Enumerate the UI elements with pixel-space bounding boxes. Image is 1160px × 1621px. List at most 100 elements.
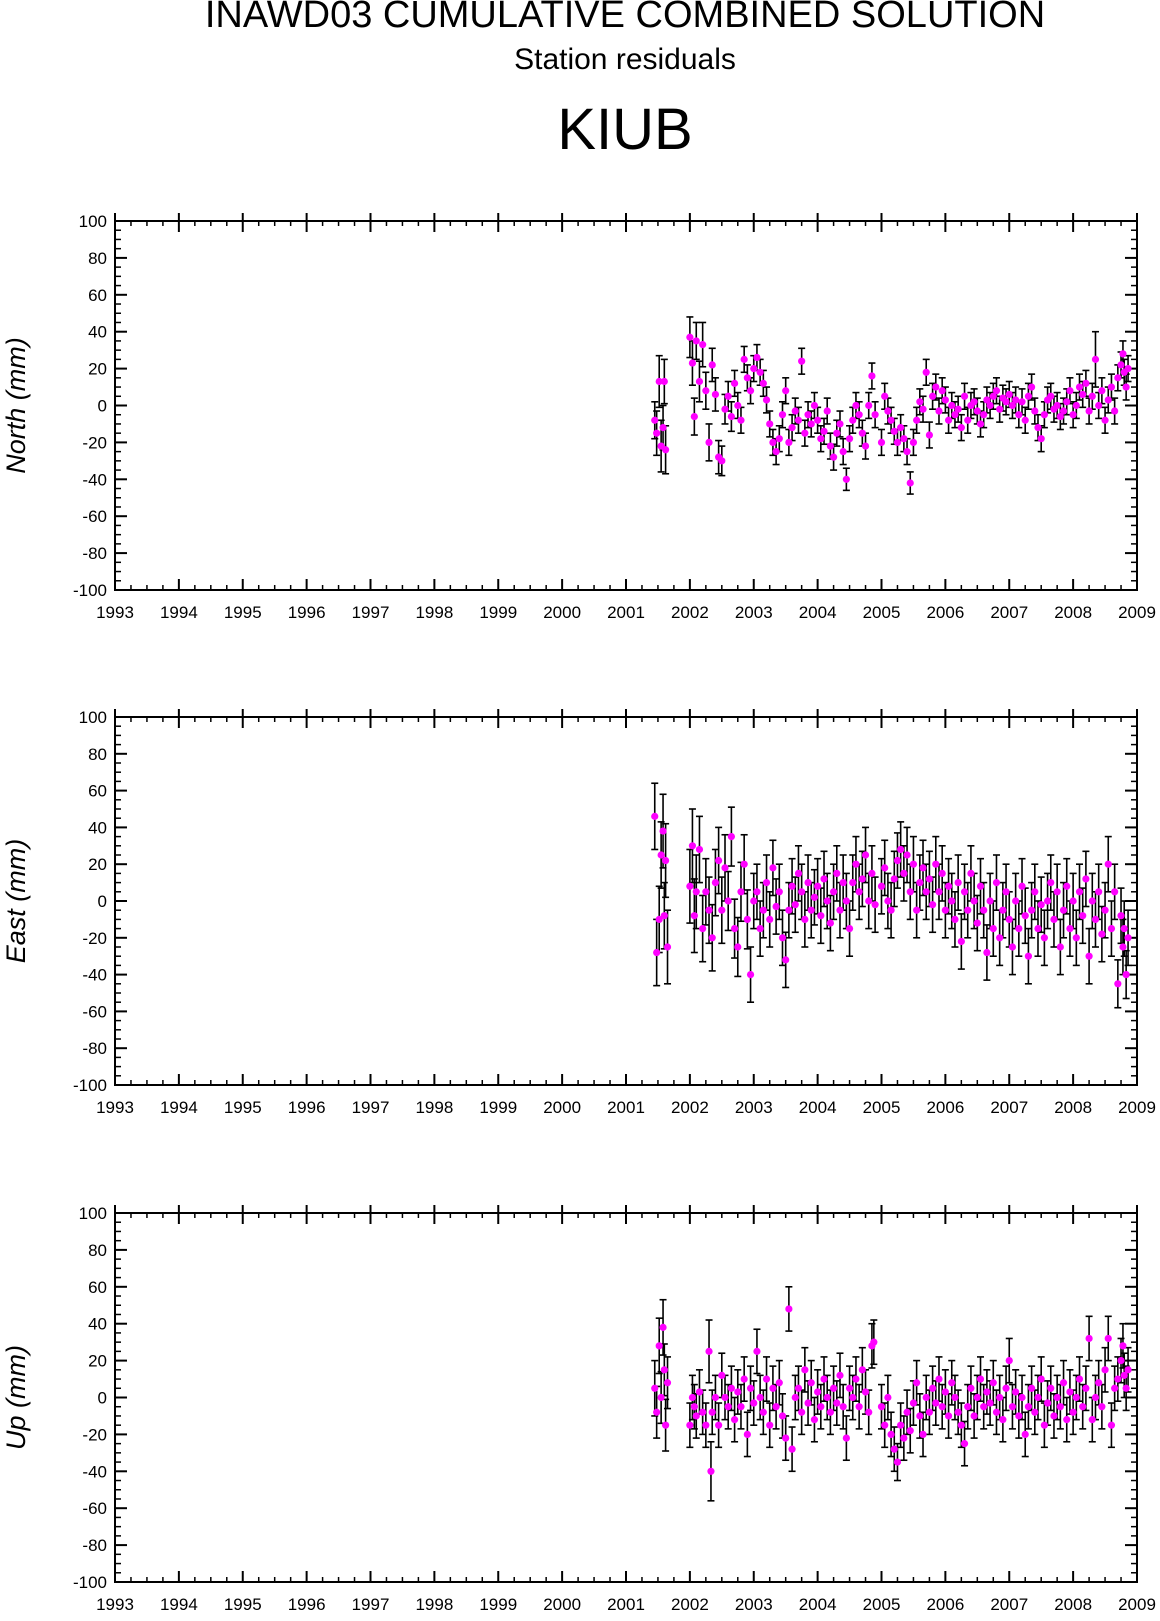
up-data-point: [1091, 1393, 1100, 1402]
up-data-point: [989, 1379, 997, 1387]
east-data-point: [750, 897, 758, 905]
up-data-point: [769, 1384, 777, 1392]
up-data-point: [967, 1384, 975, 1392]
up-data-point: [734, 1388, 742, 1396]
north-data-point: [1002, 398, 1010, 406]
east-data-point: [743, 915, 751, 924]
north-data-point: [1018, 398, 1026, 406]
east-data-point: [778, 934, 787, 942]
north-data-point: [695, 377, 704, 386]
east-x-tick-label: 1994: [160, 1098, 198, 1117]
north-x-tick-label: 1993: [96, 603, 134, 622]
up-data-point: [903, 1408, 911, 1416]
north-x-tick-label: 2002: [671, 603, 709, 622]
north-data-point: [1040, 411, 1048, 419]
north-data-point: [944, 416, 953, 424]
up-x-tick-label: 1997: [352, 1595, 390, 1614]
north-data-point: [1059, 407, 1068, 415]
north-data-point: [756, 368, 764, 376]
up-y-tick-label: 80: [88, 1241, 107, 1260]
up-data-point: [944, 1412, 953, 1420]
up-data-point: [1122, 1384, 1130, 1392]
up-data-point: [992, 1408, 1001, 1416]
east-data-point: [782, 956, 790, 964]
north-x-tick-label: 2007: [990, 603, 1028, 622]
east-data-point: [1069, 897, 1077, 905]
up-data-point: [1047, 1384, 1055, 1392]
up-data-point: [804, 1399, 812, 1407]
east-y-tick-label: 100: [79, 708, 107, 727]
up-data-point: [839, 1403, 847, 1411]
east-data-point: [788, 882, 796, 890]
east-data-point: [688, 842, 697, 850]
east-y-axis-label: East (mm): [1, 839, 31, 964]
east-data-point: [823, 897, 831, 905]
east-data-point: [855, 888, 863, 896]
north-x-tick-label: 1997: [352, 603, 390, 622]
east-data-point: [980, 906, 988, 914]
east-x-tick-label: 1997: [352, 1098, 390, 1117]
north-data-point: [861, 442, 870, 450]
north-y-tick-label: 60: [88, 286, 107, 305]
north-y-tick-label: 20: [88, 360, 107, 379]
east-data-point: [724, 897, 732, 905]
up-data-point: [996, 1393, 1004, 1402]
north-data-point: [906, 479, 914, 487]
north-data-point: [1079, 390, 1087, 399]
up-data-point: [688, 1393, 697, 1402]
up-data-point: [884, 1393, 892, 1402]
up-data-point: [1005, 1357, 1013, 1365]
north-data-point: [900, 435, 908, 443]
up-x-tick-label: 2007: [990, 1595, 1028, 1614]
north-y-tick-label: -60: [82, 507, 107, 526]
north-data-point: [1063, 398, 1071, 406]
up-data-point: [1069, 1408, 1077, 1416]
up-data-point: [909, 1399, 918, 1407]
east-data-point: [861, 851, 870, 859]
up-data-point: [695, 1388, 704, 1396]
chart-title: INAWD03 CUMULATIVE COMBINED SOLUTION: [204, 0, 1046, 36]
north-data-point: [1037, 435, 1045, 443]
up-data-point: [1101, 1366, 1109, 1374]
north-data-point: [980, 411, 988, 419]
chart-subtitle: Station residuals: [514, 43, 736, 76]
north-data-point: [734, 401, 742, 410]
east-data-point: [868, 869, 876, 878]
up-data-point: [1053, 1393, 1061, 1402]
north-data-point: [925, 431, 934, 439]
up-x-tick-label: 2006: [926, 1595, 964, 1614]
up-data-point: [699, 1408, 707, 1416]
north-data-point: [1034, 424, 1042, 432]
east-data-point: [801, 915, 809, 924]
up-data-point: [782, 1434, 790, 1442]
north-data-point: [970, 398, 978, 406]
up-x-tick-label: 1994: [160, 1595, 198, 1614]
east-data-point: [746, 971, 755, 979]
up-data-point: [772, 1403, 780, 1411]
up-data-point: [1021, 1430, 1029, 1438]
north-data-point: [705, 438, 713, 446]
north-data-point: [954, 405, 962, 413]
up-x-tick-label: 1995: [224, 1595, 262, 1614]
east-data-point: [775, 888, 783, 896]
north-data-point: [957, 424, 965, 432]
east-data-point: [948, 897, 956, 905]
up-data-point: [865, 1408, 873, 1416]
up-data-point: [756, 1393, 764, 1402]
up-data-point: [900, 1434, 908, 1442]
east-data-point: [740, 860, 748, 868]
east-data-point: [1037, 901, 1045, 909]
north-y-tick-label: -40: [82, 470, 107, 489]
north-y-tick-label: 40: [88, 323, 107, 342]
north-x-tick-label: 1995: [224, 603, 262, 622]
east-x-tick-label: 1999: [479, 1098, 517, 1117]
up-data-point: [954, 1408, 962, 1416]
north-data-point: [823, 407, 831, 415]
north-data-point: [1082, 379, 1090, 387]
up-data-point: [906, 1427, 914, 1435]
north-y-tick-label: 0: [98, 397, 107, 416]
east-data-point: [769, 864, 777, 872]
north-data-point: [951, 411, 959, 419]
north-markers: [651, 333, 1132, 487]
east-x-tick-label: 2009: [1118, 1098, 1156, 1117]
